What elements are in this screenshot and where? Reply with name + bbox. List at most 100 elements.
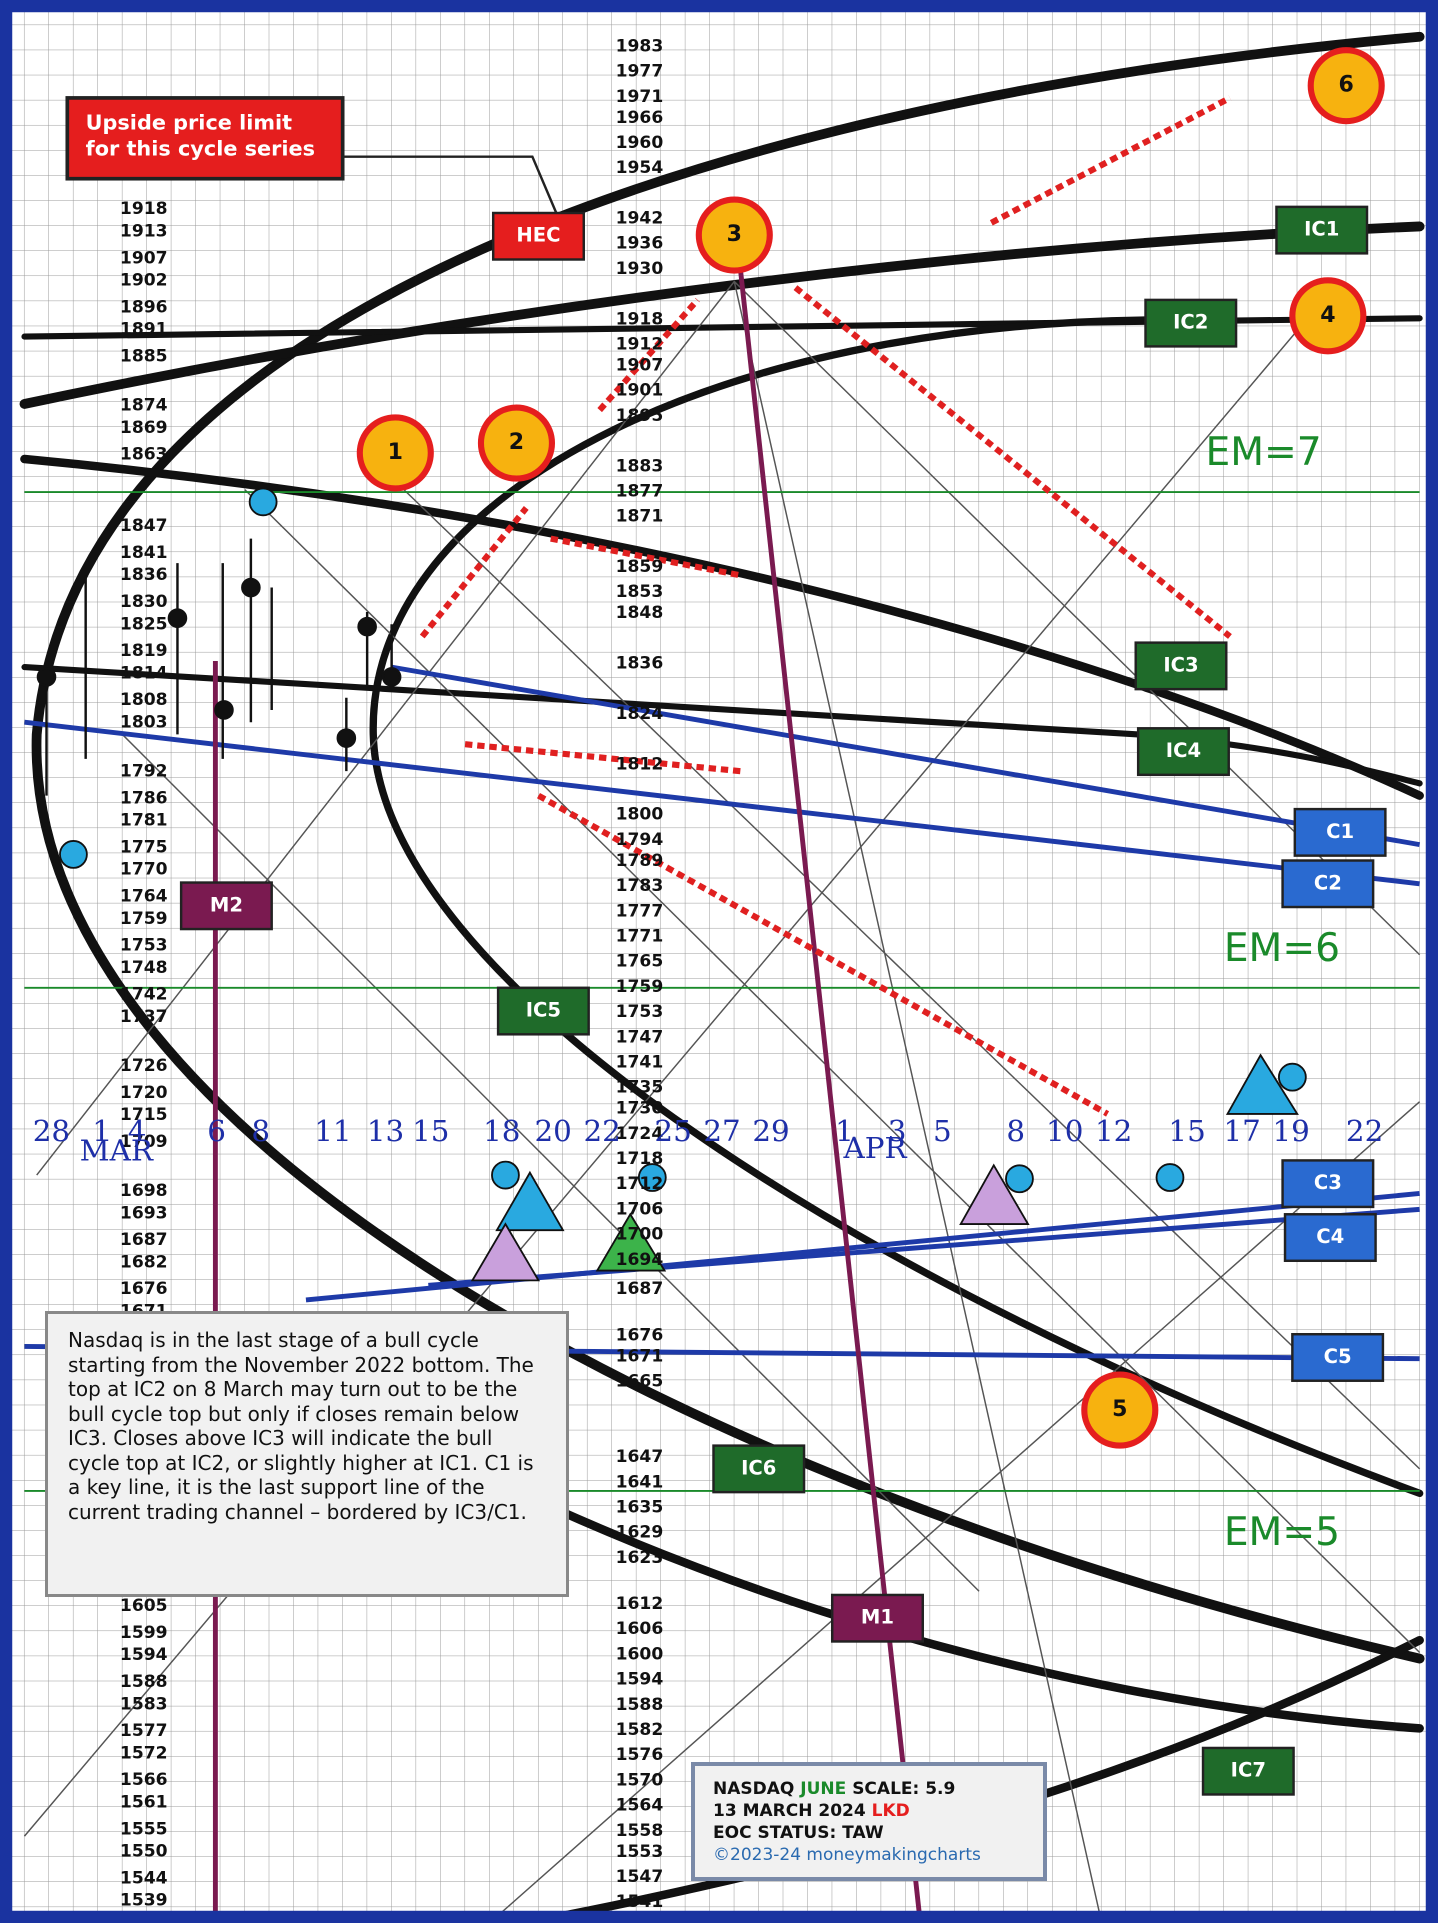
arrow xyxy=(989,95,1232,226)
center-scale-label: 1836 xyxy=(616,654,664,674)
m1-line xyxy=(737,269,923,1923)
triangle xyxy=(595,1212,667,1272)
footer-text: LKD xyxy=(871,1801,910,1821)
dot xyxy=(1277,1062,1307,1092)
center-scale-label: 1741 xyxy=(616,1052,664,1072)
month-label: APR xyxy=(843,1131,908,1165)
left-scale-label: 1786 xyxy=(120,788,168,808)
c2-line xyxy=(24,719,1420,887)
marker xyxy=(357,616,377,637)
center-scale-label: 1800 xyxy=(616,805,664,825)
center-scale-label: 1912 xyxy=(616,335,664,355)
left-scale-label: 1720 xyxy=(120,1083,168,1103)
pivot-circle xyxy=(477,404,556,482)
callout-text: Upside price limit xyxy=(86,111,292,135)
left-scale-label: 1709 xyxy=(120,1132,168,1152)
center-scale-label: 1777 xyxy=(616,901,664,921)
signals xyxy=(59,487,1307,1282)
center-scale-label: 1706 xyxy=(616,1199,664,1219)
center-scale-label: 1765 xyxy=(616,952,664,972)
left-scale-label: 1742 xyxy=(120,985,168,1005)
left-scale-label: 1682 xyxy=(120,1252,168,1272)
line-tag-label: M1 xyxy=(861,1606,894,1629)
left-scale-label: 1825 xyxy=(120,614,168,634)
left-scale-label: 1781 xyxy=(120,811,168,831)
left-scale-label: 1715 xyxy=(120,1105,168,1125)
left-scale-label: 1561 xyxy=(120,1792,168,1812)
center-scale-label: 1735 xyxy=(616,1078,664,1098)
date-label: 4 xyxy=(128,1114,147,1148)
left-scale-label: 1896 xyxy=(120,297,168,317)
fan-lines xyxy=(23,280,1421,1923)
arrow xyxy=(793,285,1232,639)
left-scale-label: 1588 xyxy=(120,1672,168,1692)
date-label: 22 xyxy=(583,1114,620,1148)
center-scale-label: 1747 xyxy=(616,1027,664,1047)
center-scale-label: 1960 xyxy=(616,133,664,153)
marker xyxy=(214,700,234,720)
center-scale-label: 1794 xyxy=(616,830,664,850)
left-scale-label: 1913 xyxy=(120,222,168,242)
date-label: 28 xyxy=(33,1114,70,1148)
date-label: 18 xyxy=(483,1114,520,1148)
date-label: 10 xyxy=(1046,1114,1083,1148)
footer-text: JUNE xyxy=(800,1779,847,1799)
center-scale-label: 1576 xyxy=(616,1745,664,1765)
line-tag xyxy=(491,211,585,261)
left-scale-label: 1687 xyxy=(120,1230,168,1250)
pivot-circle xyxy=(1081,1371,1159,1449)
line-tag xyxy=(1275,205,1369,255)
left-scale-label: 1918 xyxy=(120,199,168,219)
left-scale-label: 1814 xyxy=(120,663,168,683)
footer: NASDAQ JUNE SCALE: 5.9 13 MARCH 2024 LKD… xyxy=(691,1762,1047,1881)
left-scale-label: 1841 xyxy=(120,543,168,563)
center-scale-label: 1954 xyxy=(616,158,664,178)
center-scale-label: 1623 xyxy=(616,1548,664,1568)
center-scale-label: 1936 xyxy=(616,234,664,254)
pivot-label: 3 xyxy=(727,222,742,247)
em-label: EM=5 xyxy=(1224,1510,1340,1555)
ic3-curve xyxy=(20,454,1424,800)
center-scale-label: 1612 xyxy=(616,1594,664,1614)
pivot-circle xyxy=(695,196,773,274)
line-tag-label: C2 xyxy=(1314,871,1342,894)
em-label: EM=6 xyxy=(1224,926,1340,971)
center-scale-label: 1789 xyxy=(616,851,664,871)
marker xyxy=(381,667,402,687)
month-label: MAR xyxy=(80,1133,154,1167)
center-scale-label: 1582 xyxy=(616,1720,664,1740)
pivot-label: 5 xyxy=(1112,1397,1127,1422)
left-scale-label: 1907 xyxy=(120,248,168,268)
center-scale-label: 1694 xyxy=(616,1250,664,1270)
date-label: 19 xyxy=(1272,1114,1309,1148)
left-scale-label: 1599 xyxy=(120,1623,168,1643)
line-tag-label: HEC xyxy=(516,224,560,247)
center-scale-label: 1883 xyxy=(616,456,664,476)
center-scale-label: 1853 xyxy=(616,582,664,602)
center-scale-label: 1966 xyxy=(616,108,664,128)
dot xyxy=(1155,1163,1185,1192)
center-scale-label: 1901 xyxy=(616,381,664,401)
line-tag xyxy=(1293,807,1387,857)
arrow xyxy=(464,741,741,775)
left-scale-label: 1550 xyxy=(120,1842,168,1862)
line-tag-label: C5 xyxy=(1324,1345,1352,1368)
line-tag xyxy=(830,1593,924,1643)
left-scale-label: 1902 xyxy=(120,271,168,291)
c4-line xyxy=(428,1206,1420,1288)
line-tag xyxy=(1136,727,1230,777)
marker xyxy=(336,728,357,748)
center-scale-label: 1629 xyxy=(616,1523,664,1543)
left-scale-label: 1748 xyxy=(120,958,168,978)
center-scale-label: 1687 xyxy=(616,1279,664,1299)
dot xyxy=(637,1163,667,1192)
arrow xyxy=(419,506,529,639)
date-label: 29 xyxy=(752,1114,789,1148)
pivot-label: 6 xyxy=(1339,73,1354,98)
date-label: 5 xyxy=(933,1114,952,1148)
center-scale-label: 1718 xyxy=(616,1149,664,1169)
date-label: 12 xyxy=(1095,1114,1132,1148)
bottom-arc xyxy=(521,1635,1424,1923)
